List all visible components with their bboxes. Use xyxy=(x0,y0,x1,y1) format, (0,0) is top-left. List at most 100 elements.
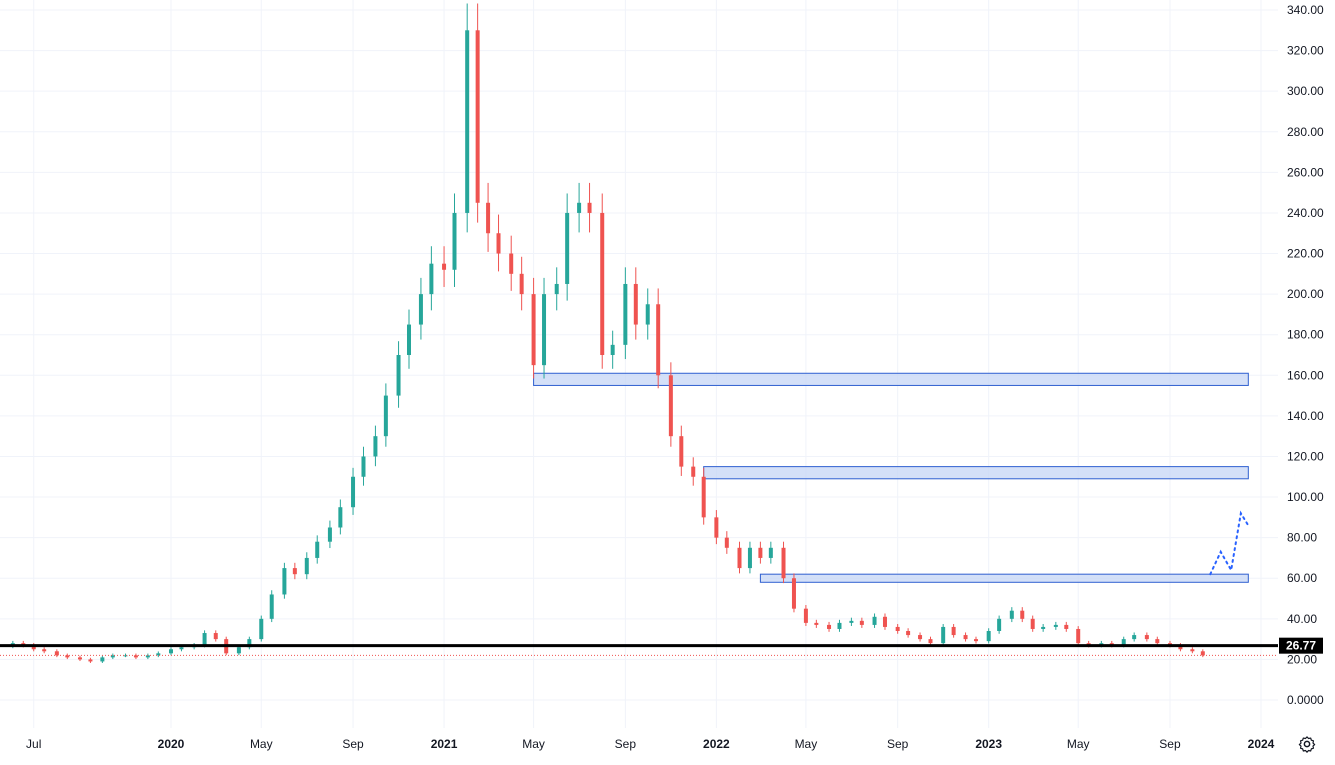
candle-body xyxy=(88,659,93,662)
candle-body xyxy=(213,633,218,640)
candle-body xyxy=(156,653,161,656)
candle xyxy=(542,277,547,379)
support-zone-3 xyxy=(759,573,1249,583)
candle xyxy=(623,267,628,360)
candle-body xyxy=(542,294,547,366)
candle xyxy=(872,613,877,628)
x-tick-label: Jul xyxy=(26,737,41,751)
candle-body xyxy=(768,547,773,558)
candle-body xyxy=(951,626,956,636)
x-tick-label: May xyxy=(522,737,545,751)
x-tick-label: 2021 xyxy=(431,737,458,751)
candle-body xyxy=(714,517,719,538)
candle-body xyxy=(1190,649,1195,652)
candle-body xyxy=(361,456,366,477)
candle-body xyxy=(42,649,47,652)
candle xyxy=(691,457,696,486)
candle xyxy=(156,651,161,658)
candle xyxy=(110,653,115,660)
candle-body xyxy=(906,631,911,636)
candle-body xyxy=(496,233,501,254)
candle-body xyxy=(304,557,309,575)
settings-button[interactable] xyxy=(1294,732,1320,756)
candle xyxy=(679,425,684,476)
candle-body xyxy=(442,263,447,270)
candle-body xyxy=(327,527,332,542)
candle xyxy=(714,510,719,545)
y-axis: 0.0000 20.00 40.00 60.00 80.00 100.00 120.00 14… xyxy=(1279,3,1324,707)
candle xyxy=(509,235,514,291)
candle-body xyxy=(452,212,457,270)
candle-body xyxy=(645,304,650,325)
candle xyxy=(213,630,218,642)
x-tick-label: May xyxy=(250,737,273,751)
candle-body xyxy=(418,294,423,325)
y-tick-label: 100.00 xyxy=(1287,490,1324,504)
candle xyxy=(906,628,911,638)
candle-body xyxy=(827,624,832,629)
candle-body xyxy=(986,631,991,642)
candle xyxy=(133,653,138,660)
candle-body xyxy=(623,283,628,345)
candle-body xyxy=(837,622,842,629)
candle xyxy=(361,446,366,486)
candle xyxy=(338,499,343,535)
y-tick-label: 260.00 xyxy=(1287,165,1324,179)
candle-body xyxy=(465,30,470,213)
candle xyxy=(123,653,128,658)
candle xyxy=(1053,621,1058,630)
candle xyxy=(882,613,887,630)
x-tick-label: May xyxy=(1067,737,1090,751)
candle xyxy=(1144,632,1149,642)
candle-body xyxy=(997,618,1002,631)
candle-body xyxy=(737,547,742,569)
candle-body xyxy=(882,616,887,627)
candle xyxy=(895,624,900,634)
candle xyxy=(737,541,742,574)
x-tick-label: Sep xyxy=(342,737,364,751)
candle-body xyxy=(373,436,378,457)
candle-body xyxy=(406,324,411,355)
y-tick-label: 20.00 xyxy=(1287,652,1317,666)
candle-body xyxy=(679,436,684,467)
candle-body xyxy=(1009,610,1014,619)
candle xyxy=(600,193,605,369)
candle-body xyxy=(77,657,82,660)
candle xyxy=(928,636,933,646)
candle xyxy=(941,624,946,646)
candle xyxy=(475,3,480,223)
candle-body xyxy=(169,649,173,654)
candle-body xyxy=(315,541,320,558)
candle xyxy=(88,657,93,663)
candle xyxy=(1190,647,1195,654)
candle xyxy=(610,330,615,369)
candle xyxy=(54,649,59,658)
candle-body xyxy=(1200,651,1205,656)
candle xyxy=(304,552,309,580)
candle xyxy=(963,632,968,642)
candle-body xyxy=(918,635,923,640)
candle-body xyxy=(849,620,854,623)
candle-body xyxy=(531,294,536,366)
support-zone-1 xyxy=(533,372,1249,386)
x-tick-label: Sep xyxy=(887,737,909,751)
candle-body xyxy=(475,30,480,203)
candle-body xyxy=(758,547,763,558)
candle xyxy=(486,182,491,252)
candle xyxy=(100,655,105,663)
candle xyxy=(1041,624,1046,632)
candle-body xyxy=(338,507,343,528)
candle xyxy=(519,256,524,311)
candle xyxy=(465,3,470,233)
y-tick-label: 140.00 xyxy=(1287,409,1324,423)
y-tick-label: 180.00 xyxy=(1287,328,1324,342)
candle xyxy=(282,562,287,599)
candle-body xyxy=(1144,635,1149,640)
candle xyxy=(373,425,378,467)
candle xyxy=(531,277,536,379)
candle-body xyxy=(123,655,128,657)
candle-body xyxy=(236,647,241,654)
candle-body xyxy=(145,655,150,658)
